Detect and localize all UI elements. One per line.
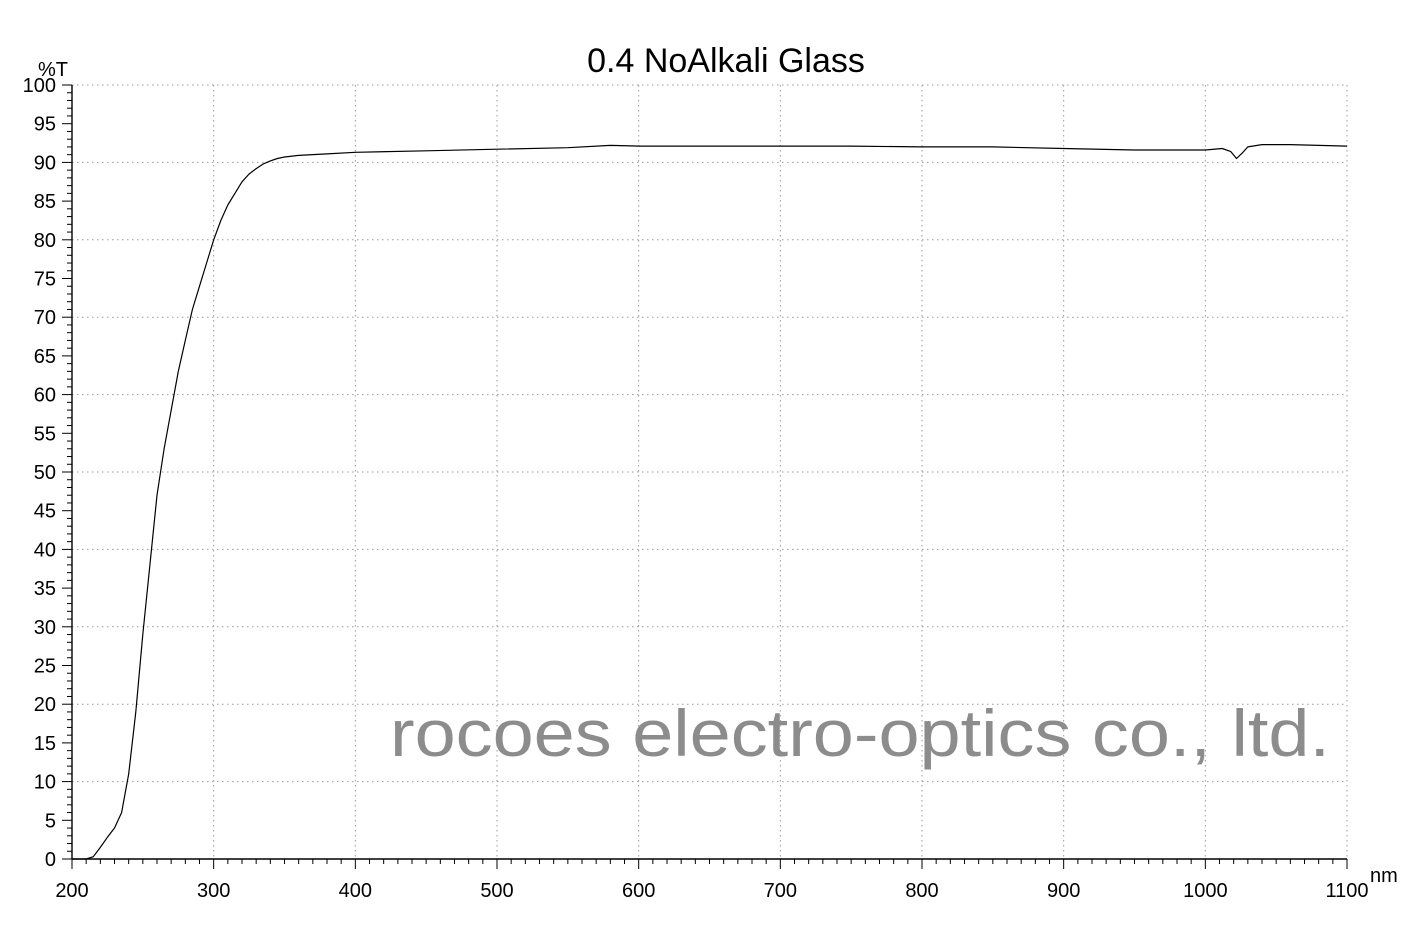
x-axis-label: nm <box>1370 865 1398 887</box>
y-tick-label: 10 <box>34 772 56 794</box>
y-tick-label: 45 <box>34 501 56 523</box>
y-tick-label: 65 <box>34 346 56 368</box>
y-tick-labels: 0 5 10 15 20 25 30 35 40 45 50 55 60 65 70 75 80 85 90 95 10… <box>23 75 56 871</box>
x-tick-label: 700 <box>764 880 797 902</box>
y-tick-label: 25 <box>34 656 56 678</box>
y-tick-label: 95 <box>34 114 56 136</box>
y-tick-label: 30 <box>34 617 56 639</box>
y-tick-label: 50 <box>34 462 56 484</box>
x-tick-label: 1100 <box>1325 880 1368 902</box>
y-tick-label: 5 <box>45 810 56 832</box>
grid-lines <box>72 84 1348 859</box>
minor-ticks <box>67 92 1334 864</box>
x-tick-label: 300 <box>197 880 230 902</box>
y-tick-label: 35 <box>34 578 56 600</box>
x-tick-label: 900 <box>1047 880 1080 902</box>
x-tick-label: 800 <box>905 880 938 902</box>
y-tick-label: 70 <box>34 307 56 329</box>
series-layer <box>72 144 1348 860</box>
x-tick-label: 600 <box>622 880 655 902</box>
x-tick-labels: 200 300 400 500 600 700 800 900 1000 1100 <box>55 880 1368 902</box>
x-tick-label: 400 <box>339 880 372 902</box>
watermark-text: rocoes electro-optics co., ltd. <box>390 696 1330 770</box>
y-tick-label: 90 <box>34 152 56 174</box>
x-tick-label: 1000 <box>1183 880 1228 902</box>
y-tick-label: 85 <box>34 191 56 213</box>
y-tick-label: 60 <box>34 385 56 407</box>
y-tick-label: 40 <box>34 539 56 561</box>
series-line <box>72 144 1348 860</box>
axes <box>62 84 1348 869</box>
y-tick-label: 20 <box>34 694 56 716</box>
y-tick-label: 55 <box>34 423 56 445</box>
y-tick-label: 75 <box>34 269 56 291</box>
y-axis-label: %T <box>38 59 68 81</box>
y-tick-label: 100 <box>23 75 56 97</box>
y-tick-label: 0 <box>45 849 56 871</box>
y-tick-label: 15 <box>34 733 56 755</box>
chart-title: 0.4 NoAlkali Glass <box>587 42 865 80</box>
x-tick-label: 200 <box>55 880 88 902</box>
x-tick-label: 500 <box>480 880 513 902</box>
y-tick-label: 80 <box>34 230 56 252</box>
